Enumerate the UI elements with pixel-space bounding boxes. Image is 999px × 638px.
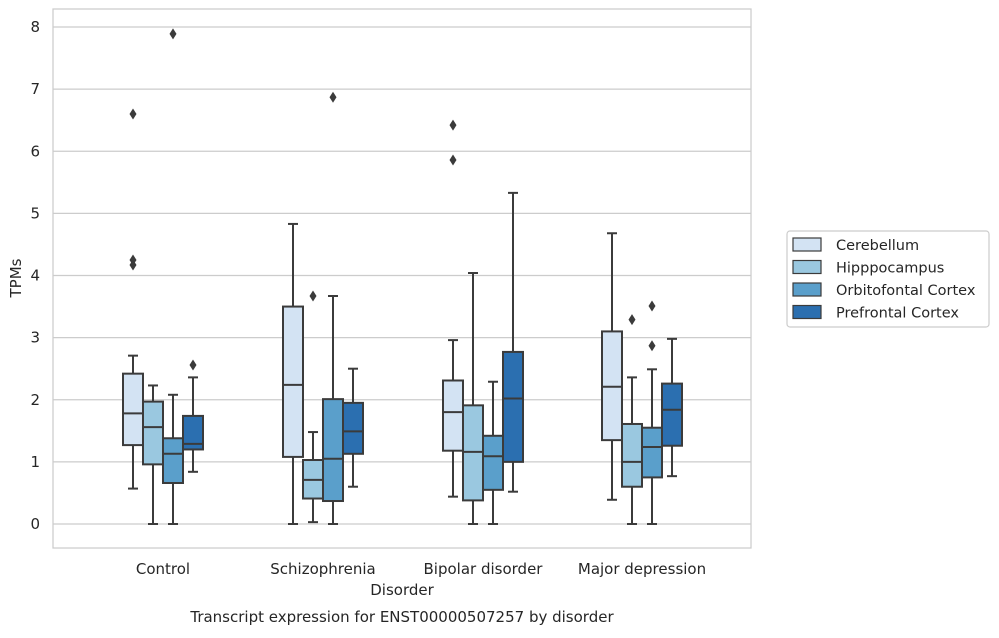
outlier-point xyxy=(129,254,137,266)
box-iqr xyxy=(641,426,663,479)
box-bipolar-disorder-prefrontal-cortex xyxy=(502,191,524,493)
box-major-depression-orbitofontal-cortex xyxy=(641,300,663,525)
y-tick-label-8: 8 xyxy=(30,18,40,36)
box-control-cerebellum xyxy=(122,108,144,490)
y-tick-label-6: 6 xyxy=(30,142,40,160)
box-iqr xyxy=(122,372,144,447)
outlier-point xyxy=(309,290,317,302)
y-axis-label: TPMs xyxy=(7,258,25,298)
box-schizophrenia-prefrontal-cortex xyxy=(342,367,364,488)
legend-label-hipppocampus: Hipppocampus xyxy=(836,261,944,277)
x-tick-label-control: Control xyxy=(136,560,190,578)
outlier-point xyxy=(329,91,337,103)
x-tick-label-major-depression: Major depression xyxy=(578,560,706,578)
outlier-point xyxy=(648,300,656,312)
y-tick-label-2: 2 xyxy=(30,391,40,409)
box-schizophrenia-orbitofontal-cortex xyxy=(322,91,344,525)
legend-swatch-hipppocampus xyxy=(792,259,822,275)
y-axis-ticks: 0 1 2 3 4 5 6 7 8 xyxy=(30,18,40,533)
box-bipolar-disorder-cerebellum xyxy=(442,119,464,498)
outlier-point xyxy=(169,28,177,40)
y-tick-label-7: 7 xyxy=(30,80,40,98)
box-groups xyxy=(122,28,683,525)
outlier-point xyxy=(189,359,197,371)
x-axis-label: Disorder xyxy=(370,581,434,599)
outlier-point xyxy=(648,340,656,352)
box-schizophrenia-cerebellum xyxy=(282,222,304,525)
box-iqr xyxy=(621,422,643,488)
box-iqr xyxy=(142,400,164,466)
legend-swatch-prefrontal-cortex xyxy=(792,304,822,320)
box-bipolar-disorder-hipppocampus xyxy=(462,272,484,525)
outlier-point xyxy=(628,314,636,326)
box-iqr xyxy=(182,414,204,451)
legend-frame xyxy=(786,230,990,328)
box-bipolar-disorder-orbitofontal-cortex xyxy=(482,380,504,525)
y-tick-label-4: 4 xyxy=(30,267,40,285)
box-major-depression-cerebellum xyxy=(601,232,623,501)
box-control-orbitofontal-cortex xyxy=(162,28,184,525)
legend: Cerebellum Hipppocampus Orbitofontal Corte… xyxy=(786,230,990,328)
chart-title: Transcript expression for ENST0000050725… xyxy=(189,608,614,626)
box-iqr xyxy=(482,434,504,491)
x-tick-label-schizophrenia: Schizophrenia xyxy=(270,560,375,578)
box-iqr xyxy=(442,379,464,452)
legend-label-prefrontal-cortex: Prefrontal Cortex xyxy=(836,306,959,322)
plot-area-frame xyxy=(52,8,752,549)
outlier-point xyxy=(449,154,457,166)
legend-label-cerebellum: Cerebellum xyxy=(836,238,919,254)
y-tick-label-3: 3 xyxy=(30,329,40,347)
box-iqr xyxy=(502,350,524,463)
box-iqr xyxy=(661,382,683,447)
box-major-depression-hipppocampus xyxy=(621,314,643,525)
legend-swatch-orbitofontal-cortex xyxy=(792,282,822,297)
y-tick-label-1: 1 xyxy=(30,453,40,471)
box-major-depression-prefrontal-cortex xyxy=(661,337,683,478)
box-control-hipppocampus xyxy=(142,384,164,525)
box-iqr xyxy=(342,401,364,455)
legend-swatch-cerebellum xyxy=(792,237,822,252)
box-iqr xyxy=(162,437,184,484)
y-tick-label-0: 0 xyxy=(30,515,40,533)
box-control-prefrontal-cortex xyxy=(182,359,204,473)
box-iqr xyxy=(322,398,344,503)
y-tick-label-5: 5 xyxy=(30,204,40,222)
legend-label-orbitofontal-cortex: Orbitofontal Cortex xyxy=(836,283,976,299)
outlier-point xyxy=(129,108,137,120)
x-axis-ticks: Control Schizophrenia Bipolar disorder Majo… xyxy=(136,560,706,578)
box-iqr xyxy=(282,305,304,458)
box-schizophrenia-hipppocampus xyxy=(302,290,324,524)
outlier-point xyxy=(449,119,457,131)
x-tick-label-bipolar-disorder: Bipolar disorder xyxy=(424,560,544,578)
